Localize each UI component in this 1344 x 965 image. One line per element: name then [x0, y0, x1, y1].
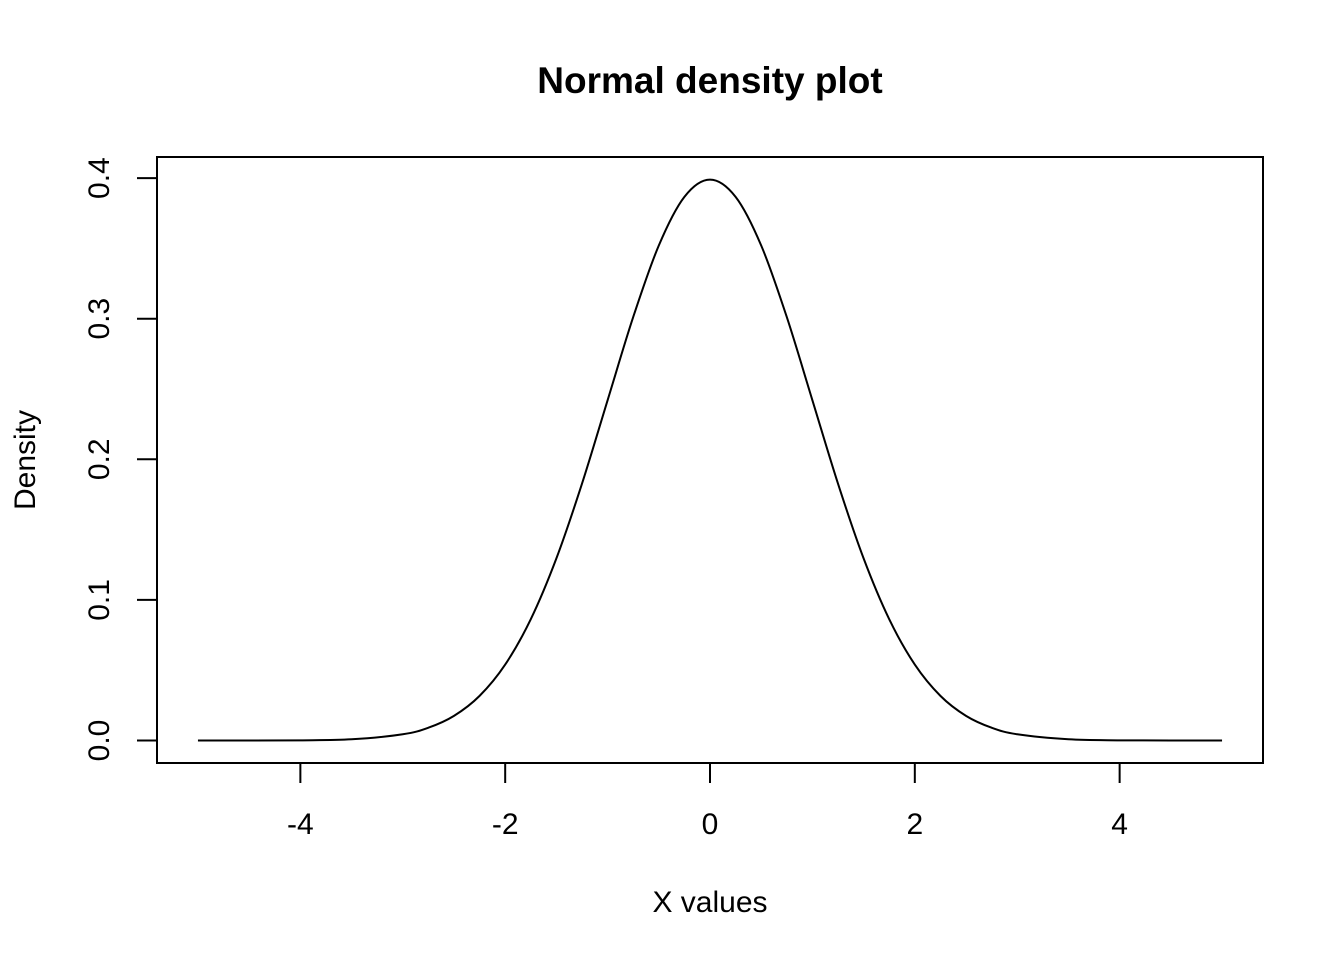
y-tick-label: 0.1: [83, 579, 116, 621]
plot-frame: [156, 156, 1264, 764]
x-tick-label: 2: [906, 808, 923, 841]
y-tick-label: 0.3: [83, 298, 116, 340]
y-axis: 0.0 0.1 0.2 0.3 0.4: [83, 157, 158, 762]
y-axis-label: Density: [9, 410, 42, 510]
series-layer: [197, 178, 1223, 742]
chart-title: Normal density plot: [537, 60, 882, 101]
x-axis: -4 -2 0 2 4: [287, 762, 1128, 841]
x-tick-label: -4: [287, 808, 314, 841]
y-tick-label: 0.4: [83, 157, 116, 199]
x-tick-label: -2: [492, 808, 519, 841]
y-tick-label: 0.2: [83, 438, 116, 480]
y-tick-label: 0.0: [83, 720, 116, 762]
density-curve: [197, 178, 1223, 742]
x-axis-label: X values: [652, 886, 767, 919]
x-tick-label: 0: [702, 808, 719, 841]
x-tick-label: 4: [1111, 808, 1128, 841]
